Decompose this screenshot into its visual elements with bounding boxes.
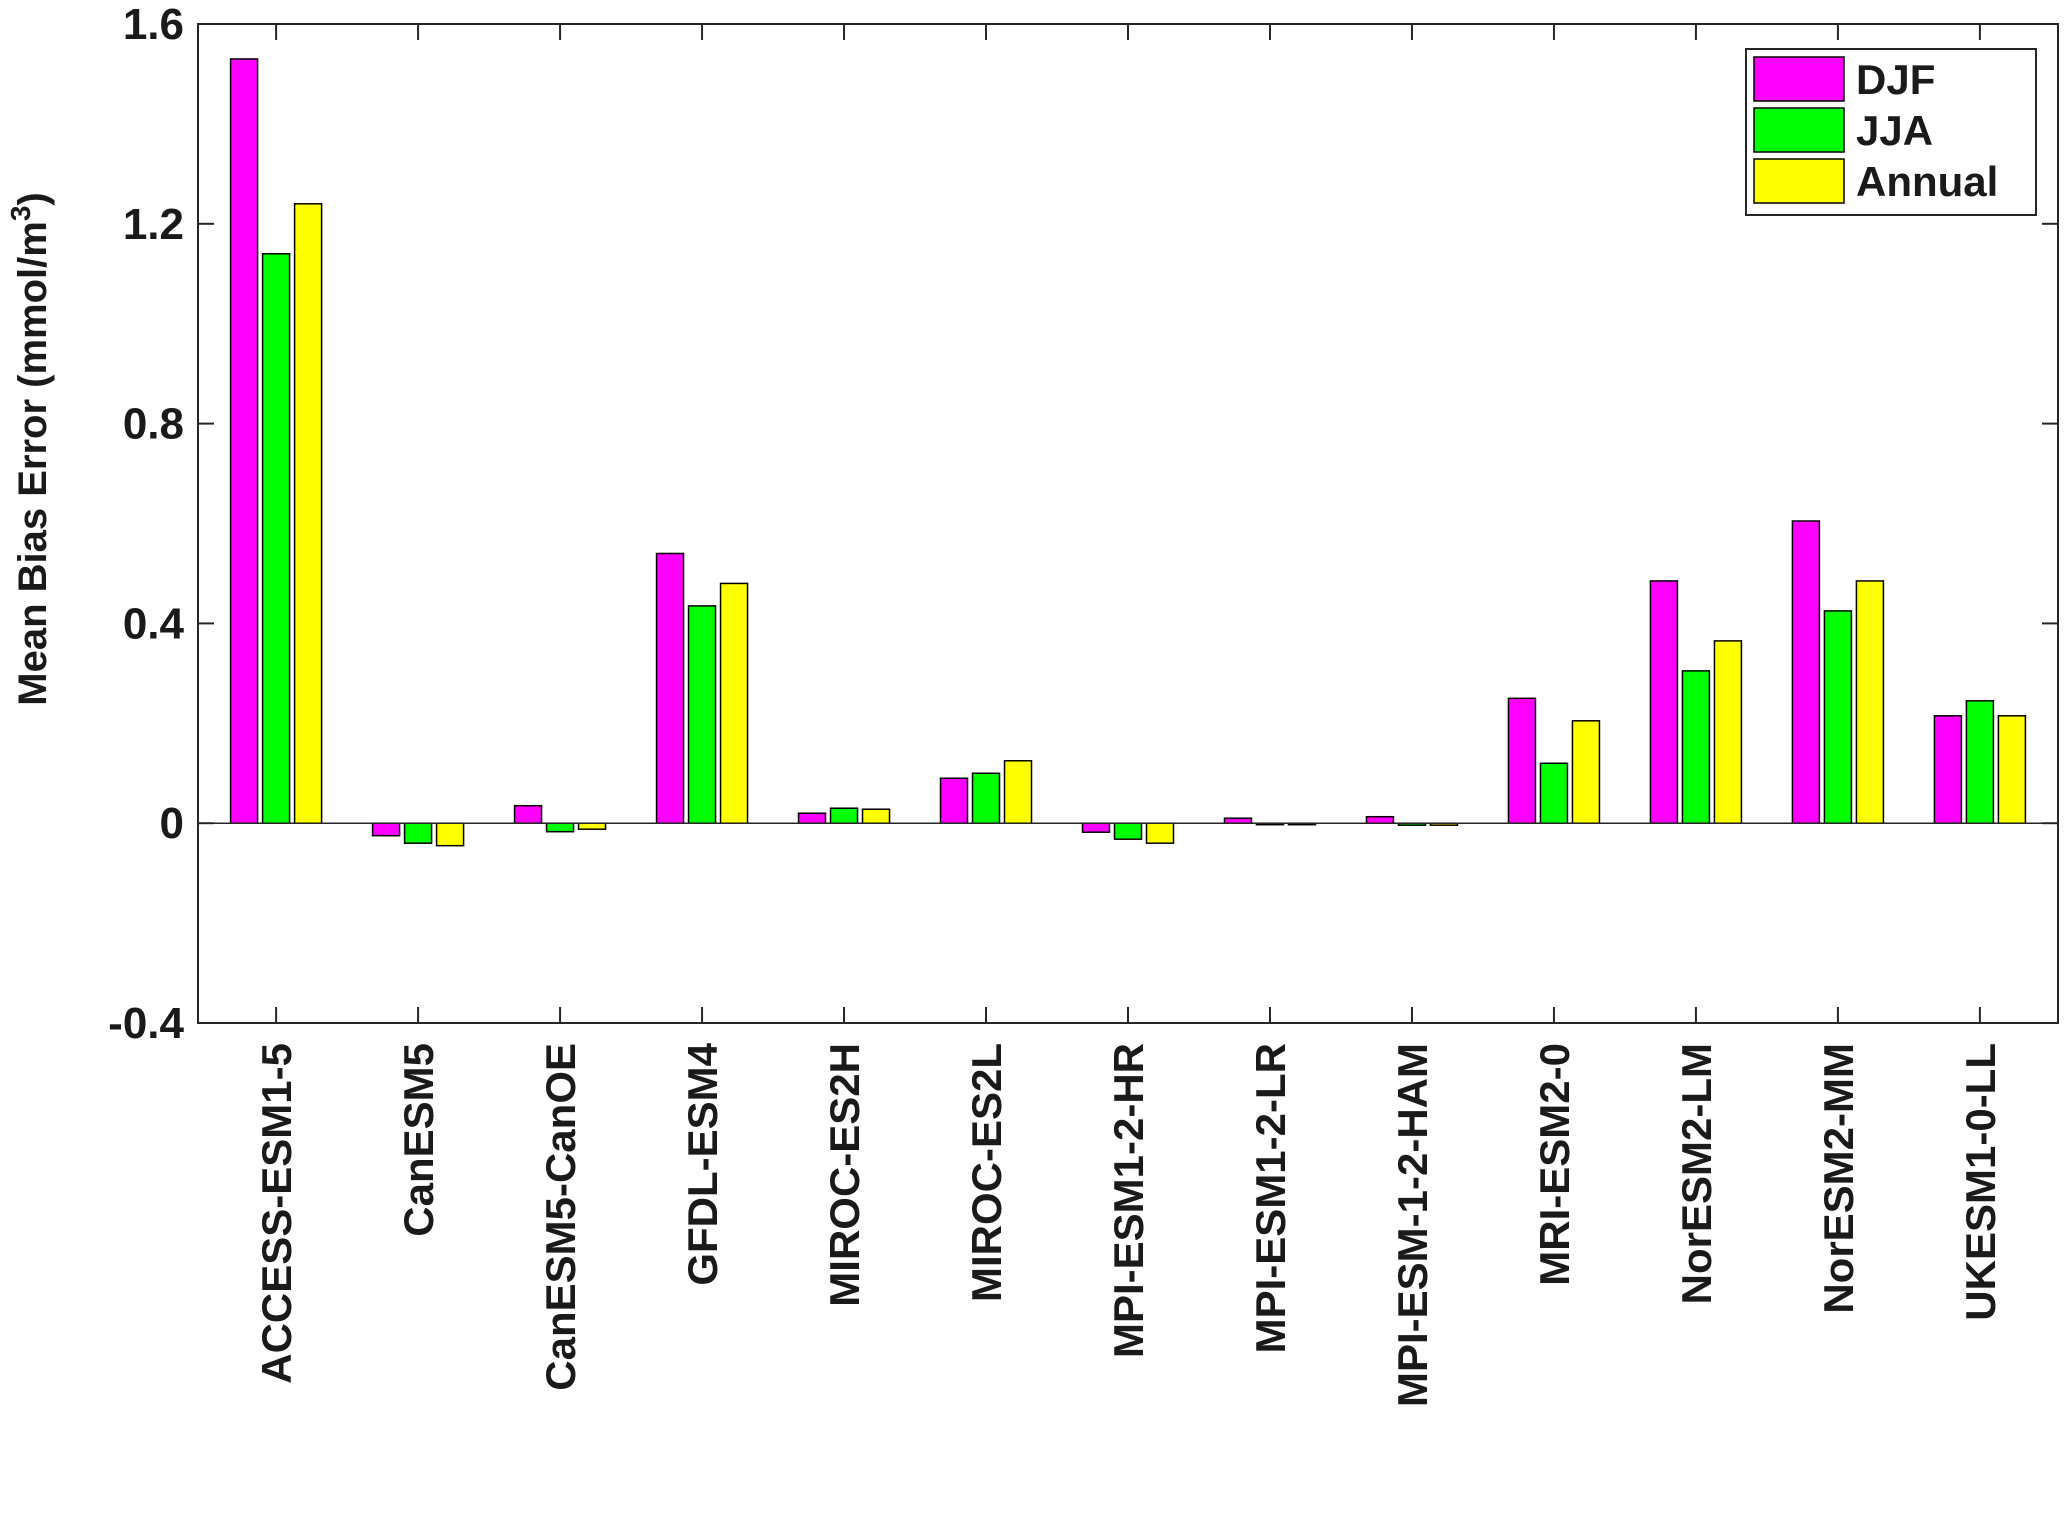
legend-swatch-djf <box>1753 56 1845 102</box>
x-tick-label: CanESM5-CanOE <box>537 1043 584 1391</box>
bar-djf-miroc-es2l <box>939 777 969 824</box>
x-tick-label: CanESM5 <box>395 1043 442 1237</box>
bar-djf-gfdl-esm4 <box>655 552 685 824</box>
y-tick-label: 0 <box>160 799 184 848</box>
x-tick-label: MPI-ESM-1-2-HAM <box>1389 1043 1436 1407</box>
bar-jja-canesm5-canoe <box>545 822 575 833</box>
bar-annual-ukesm1-0-ll <box>1997 715 2027 824</box>
bar-djf-canesm5-canoe <box>513 804 543 824</box>
bar-djf-noresm2-mm <box>1791 520 1821 824</box>
bar-jja-ukesm1-0-ll <box>1965 700 1995 824</box>
y-axis-label: Mean Bias Error (mmol/m3) <box>5 192 55 705</box>
y-tick-label: -0.4 <box>108 999 184 1048</box>
bar-annual-canesm5-canoe <box>577 822 607 830</box>
x-tick-label: MPI-ESM1-2-HR <box>1105 1043 1152 1358</box>
y-tick-label: 1.2 <box>123 200 184 249</box>
bar-djf-ukesm1-0-ll <box>1933 715 1963 824</box>
y-tick-label: 1.6 <box>123 0 184 49</box>
bar-djf-mpi-esm1-2-hr <box>1081 822 1111 833</box>
y-tick-label: 0.4 <box>123 599 185 648</box>
bar-djf-mri-esm2-0 <box>1507 697 1537 824</box>
legend-label-jja: JJA <box>1856 107 1933 154</box>
bar-djf-miroc-es2h <box>797 812 827 824</box>
bar-annual-access-esm1-5 <box>293 203 323 824</box>
bar-annual-noresm2-mm <box>1855 580 1885 824</box>
bar-annual-canesm5 <box>435 822 465 847</box>
bar-jja-mpi-esm1-2-hr <box>1113 822 1143 840</box>
bar-group <box>229 58 2027 847</box>
x-tick-label: GFDL-ESM4 <box>679 1042 726 1285</box>
x-axis-ticks: ACCESS-ESM1-5 CanESM5 CanESM5-CanOE GFDL-ES… <box>253 24 2004 1407</box>
legend-label-annual: Annual <box>1856 158 1998 205</box>
bar-annual-noresm2-lm <box>1713 640 1743 824</box>
y-axis-label-main: Mean Bias Error (mmol/m <box>11 221 55 706</box>
bar-annual-miroc-es2l <box>1003 760 1033 824</box>
y-tick-label: 0.8 <box>123 400 184 449</box>
bar-djf-access-esm1-5 <box>229 58 259 824</box>
y-axis-label-close: ) <box>11 192 55 205</box>
legend-swatch-jja <box>1753 107 1845 153</box>
x-tick-label: ACCESS-ESM1-5 <box>253 1043 300 1384</box>
bar-jja-mri-esm2-0 <box>1539 762 1569 824</box>
bar-djf-mpi-esm-1-2-ham <box>1365 815 1395 824</box>
bar-annual-mri-esm2-0 <box>1571 720 1601 824</box>
y-axis-ticks: -0.4 0 0.4 0.8 1.2 1.6 <box>108 0 2058 1048</box>
legend-swatch-annual <box>1753 158 1845 204</box>
y-axis-label-superscript: 3 <box>5 206 36 222</box>
bar-jja-miroc-es2h <box>829 807 859 824</box>
bar-jja-noresm2-mm <box>1823 610 1853 824</box>
x-tick-label: MIROC-ES2L <box>963 1043 1010 1302</box>
bar-jja-canesm5 <box>403 822 433 844</box>
bar-jja-miroc-es2l <box>971 772 1001 824</box>
x-tick-label: MPI-ESM1-2-LR <box>1247 1043 1294 1353</box>
x-tick-label: NorESM2-MM <box>1815 1043 1862 1314</box>
x-tick-label: MIROC-ES2H <box>821 1043 868 1307</box>
bar-annual-miroc-es2h <box>861 808 891 824</box>
legend-label-djf: DJF <box>1856 56 1935 103</box>
bar-annual-mpi-esm1-2-hr <box>1145 822 1175 844</box>
bar-djf-canesm5 <box>371 822 401 837</box>
bar-jja-access-esm1-5 <box>261 253 291 824</box>
bar-jja-noresm2-lm <box>1681 670 1711 824</box>
bar-jja-gfdl-esm4 <box>687 605 717 824</box>
bar-djf-noresm2-lm <box>1649 580 1679 824</box>
x-tick-label: MRI-ESM2-0 <box>1531 1043 1578 1286</box>
bar-annual-gfdl-esm4 <box>719 582 749 824</box>
x-tick-label: UKESM1-0-LL <box>1957 1043 2004 1321</box>
x-tick-label: NorESM2-LM <box>1673 1043 1720 1304</box>
